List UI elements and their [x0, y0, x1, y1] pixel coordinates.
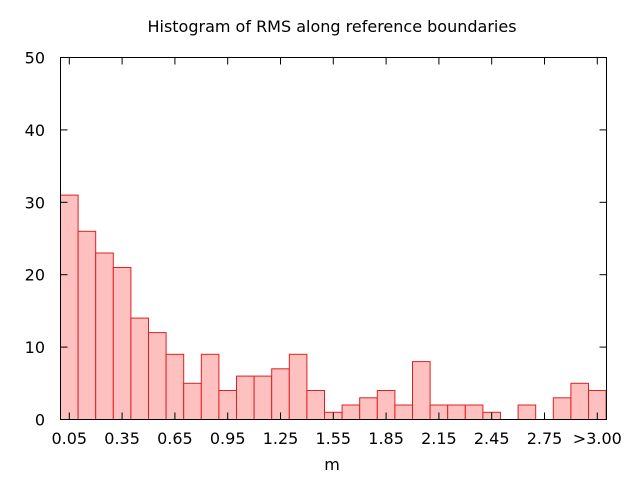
histogram-bar — [112, 267, 132, 420]
x-tick-label: 2.15 — [421, 429, 457, 448]
x-tick-label: 1.55 — [315, 429, 351, 448]
histogram-bar — [165, 353, 185, 420]
histogram-bar — [306, 390, 325, 420]
histogram-bar — [253, 375, 273, 421]
chart-title: Histogram of RMS along reference boundar… — [147, 17, 516, 36]
histogram-bar — [570, 382, 590, 420]
x-tick-label: 1.85 — [368, 429, 404, 448]
histogram-bar — [271, 368, 290, 420]
x-tick-label: 2.75 — [527, 429, 563, 448]
x-tick-label: >3.00 — [573, 429, 622, 448]
x-tick-label: 0.05 — [51, 429, 87, 448]
histogram-bar — [447, 404, 466, 420]
bars-group — [60, 194, 607, 421]
y-axis: 0 10 20 30 40 50 — [25, 49, 607, 430]
histogram-bar — [236, 375, 255, 421]
x-axis-label: m — [324, 455, 340, 474]
x-tick-label: 2.45 — [474, 429, 510, 448]
histogram-bar — [148, 332, 167, 421]
histogram-bar — [412, 361, 431, 421]
y-tick-label: 40 — [25, 121, 45, 140]
histogram-bar — [60, 194, 79, 420]
histogram-bar — [200, 353, 220, 420]
x-axis: 0.05 0.35 0.65 0.95 1.25 1.55 1.85 2.15 2.45 2.75… — [51, 57, 622, 448]
histogram-bar — [288, 353, 308, 420]
histogram-bar — [464, 404, 484, 420]
histogram-bar — [552, 397, 572, 420]
histogram-bar — [130, 317, 149, 421]
y-tick-label: 10 — [25, 338, 45, 357]
y-tick-label: 20 — [25, 266, 45, 285]
y-tick-label: 50 — [25, 49, 45, 68]
y-tick-label: 30 — [25, 193, 45, 212]
histogram-bar — [77, 230, 97, 420]
x-tick-label: 1.25 — [263, 429, 299, 448]
x-tick-label: 0.95 — [210, 429, 246, 448]
histogram-bar — [95, 252, 114, 420]
histogram-bar — [517, 404, 537, 420]
x-tick-label: 0.35 — [104, 429, 140, 448]
histogram-bar — [359, 397, 378, 420]
histogram-bar — [341, 404, 361, 420]
y-tick-label: 0 — [35, 411, 45, 430]
histogram-bar — [394, 404, 413, 420]
x-tick-label: 0.65 — [157, 429, 193, 448]
histogram-bar — [183, 382, 202, 420]
